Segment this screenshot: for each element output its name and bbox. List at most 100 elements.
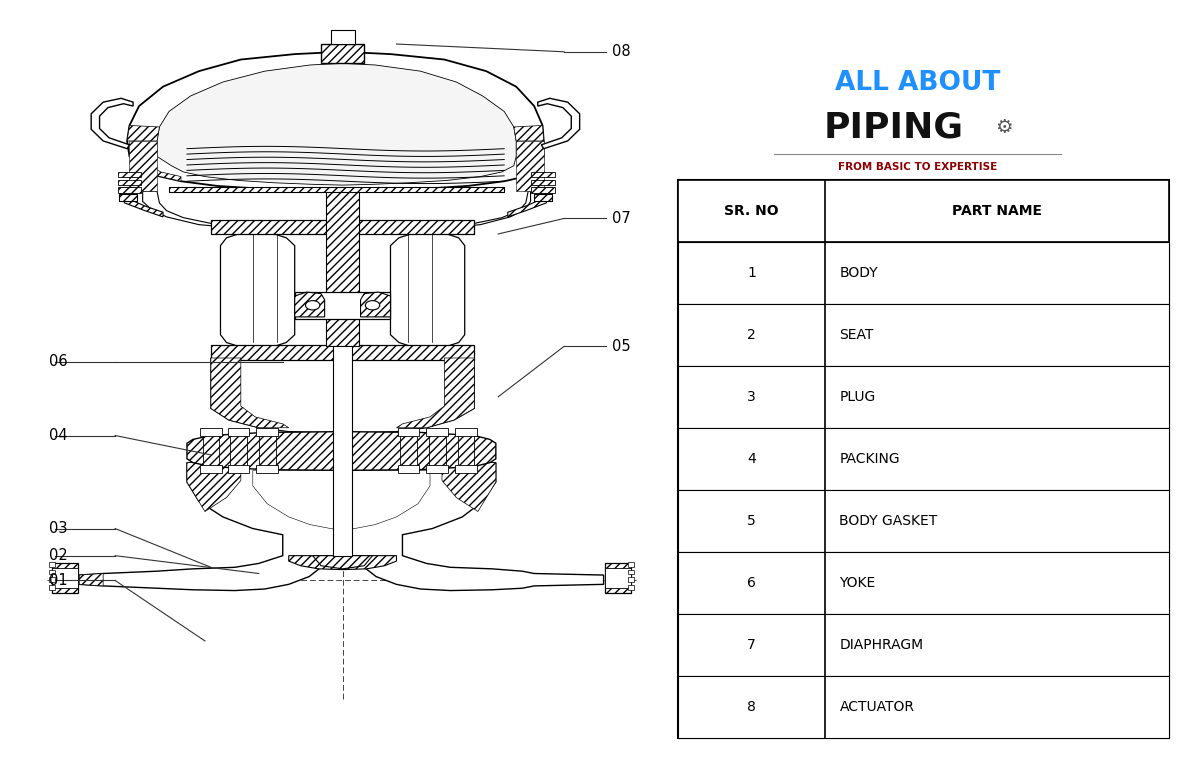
Bar — [49, 585, 55, 590]
Text: PIPING: PIPING — [823, 110, 964, 145]
Polygon shape — [157, 63, 516, 185]
Bar — [678, 303, 1169, 366]
Bar — [49, 569, 55, 574]
Polygon shape — [508, 189, 550, 217]
Polygon shape — [221, 234, 295, 346]
Text: PART NAME: PART NAME — [952, 204, 1042, 218]
Bar — [678, 242, 1169, 303]
Bar — [628, 577, 634, 582]
Bar — [326, 191, 359, 346]
Text: 06: 06 — [49, 354, 68, 370]
Bar — [397, 428, 419, 436]
Bar — [534, 194, 552, 201]
Bar — [228, 465, 250, 473]
Text: 02: 02 — [49, 548, 68, 563]
Bar — [426, 428, 448, 436]
Bar — [530, 187, 554, 193]
Text: 8: 8 — [748, 700, 756, 714]
Bar — [228, 428, 250, 436]
Polygon shape — [514, 125, 544, 141]
Bar — [200, 428, 222, 436]
Text: 4: 4 — [748, 452, 756, 466]
Text: BODY: BODY — [840, 266, 878, 280]
Bar — [678, 180, 1169, 738]
Bar — [257, 428, 278, 436]
Text: 08: 08 — [612, 44, 630, 59]
Bar — [530, 180, 554, 185]
Bar — [457, 433, 474, 470]
Bar — [49, 562, 55, 566]
Bar — [322, 44, 364, 63]
Bar — [203, 433, 220, 470]
Bar — [678, 428, 1169, 490]
Polygon shape — [396, 358, 474, 428]
Ellipse shape — [306, 300, 320, 310]
Polygon shape — [442, 463, 496, 511]
Text: 2: 2 — [748, 328, 756, 342]
Polygon shape — [79, 573, 103, 586]
Bar — [49, 577, 55, 582]
Bar — [628, 569, 634, 574]
Text: 7: 7 — [748, 638, 756, 652]
Bar — [200, 465, 222, 473]
Bar — [678, 180, 1169, 242]
Polygon shape — [538, 98, 580, 149]
Bar — [428, 433, 445, 470]
Bar — [534, 187, 552, 193]
Bar — [678, 366, 1169, 428]
Text: DIAPHRAGM: DIAPHRAGM — [840, 638, 924, 652]
Bar — [605, 568, 631, 588]
Text: 5: 5 — [748, 513, 756, 527]
Text: FROM BASIC TO EXPERTISE: FROM BASIC TO EXPERTISE — [838, 162, 997, 171]
Polygon shape — [130, 141, 157, 191]
Bar — [605, 563, 631, 593]
Bar — [169, 187, 504, 192]
Polygon shape — [211, 358, 289, 428]
Ellipse shape — [365, 300, 379, 310]
Bar — [334, 346, 352, 555]
Polygon shape — [253, 471, 430, 530]
Polygon shape — [187, 463, 241, 511]
Bar — [295, 292, 390, 319]
Text: 1: 1 — [748, 266, 756, 280]
Polygon shape — [187, 432, 496, 471]
Bar — [119, 194, 137, 201]
Text: 05: 05 — [612, 339, 630, 354]
Text: SR. NO: SR. NO — [724, 204, 779, 218]
Bar — [678, 552, 1169, 614]
Text: 6: 6 — [748, 576, 756, 590]
Bar — [331, 30, 354, 44]
Bar — [678, 614, 1169, 676]
Polygon shape — [91, 98, 133, 149]
Polygon shape — [127, 125, 160, 141]
Text: 04: 04 — [49, 428, 68, 443]
Bar — [400, 433, 416, 470]
Text: SEAT: SEAT — [840, 328, 874, 342]
Bar — [530, 172, 554, 177]
Bar — [397, 465, 419, 473]
Bar — [52, 568, 78, 588]
Bar — [678, 490, 1169, 552]
Text: ⚙: ⚙ — [995, 118, 1013, 137]
Bar — [118, 172, 142, 177]
Bar — [230, 433, 247, 470]
Bar — [426, 465, 448, 473]
Text: ACTUATOR: ACTUATOR — [840, 700, 914, 714]
Polygon shape — [79, 463, 604, 591]
Polygon shape — [516, 141, 544, 191]
Polygon shape — [360, 292, 390, 317]
Bar — [455, 465, 476, 473]
Polygon shape — [295, 292, 325, 317]
Bar — [455, 428, 476, 436]
Bar — [211, 345, 474, 360]
Polygon shape — [130, 154, 181, 181]
Polygon shape — [127, 52, 544, 191]
Text: YOKE: YOKE — [840, 576, 876, 590]
Text: 03: 03 — [49, 521, 67, 536]
Polygon shape — [143, 191, 530, 233]
Bar — [259, 433, 276, 470]
Text: BODY GASKET: BODY GASKET — [840, 513, 937, 527]
Text: ALL ABOUT: ALL ABOUT — [834, 70, 1000, 96]
Bar — [211, 220, 474, 234]
Bar — [118, 187, 142, 193]
